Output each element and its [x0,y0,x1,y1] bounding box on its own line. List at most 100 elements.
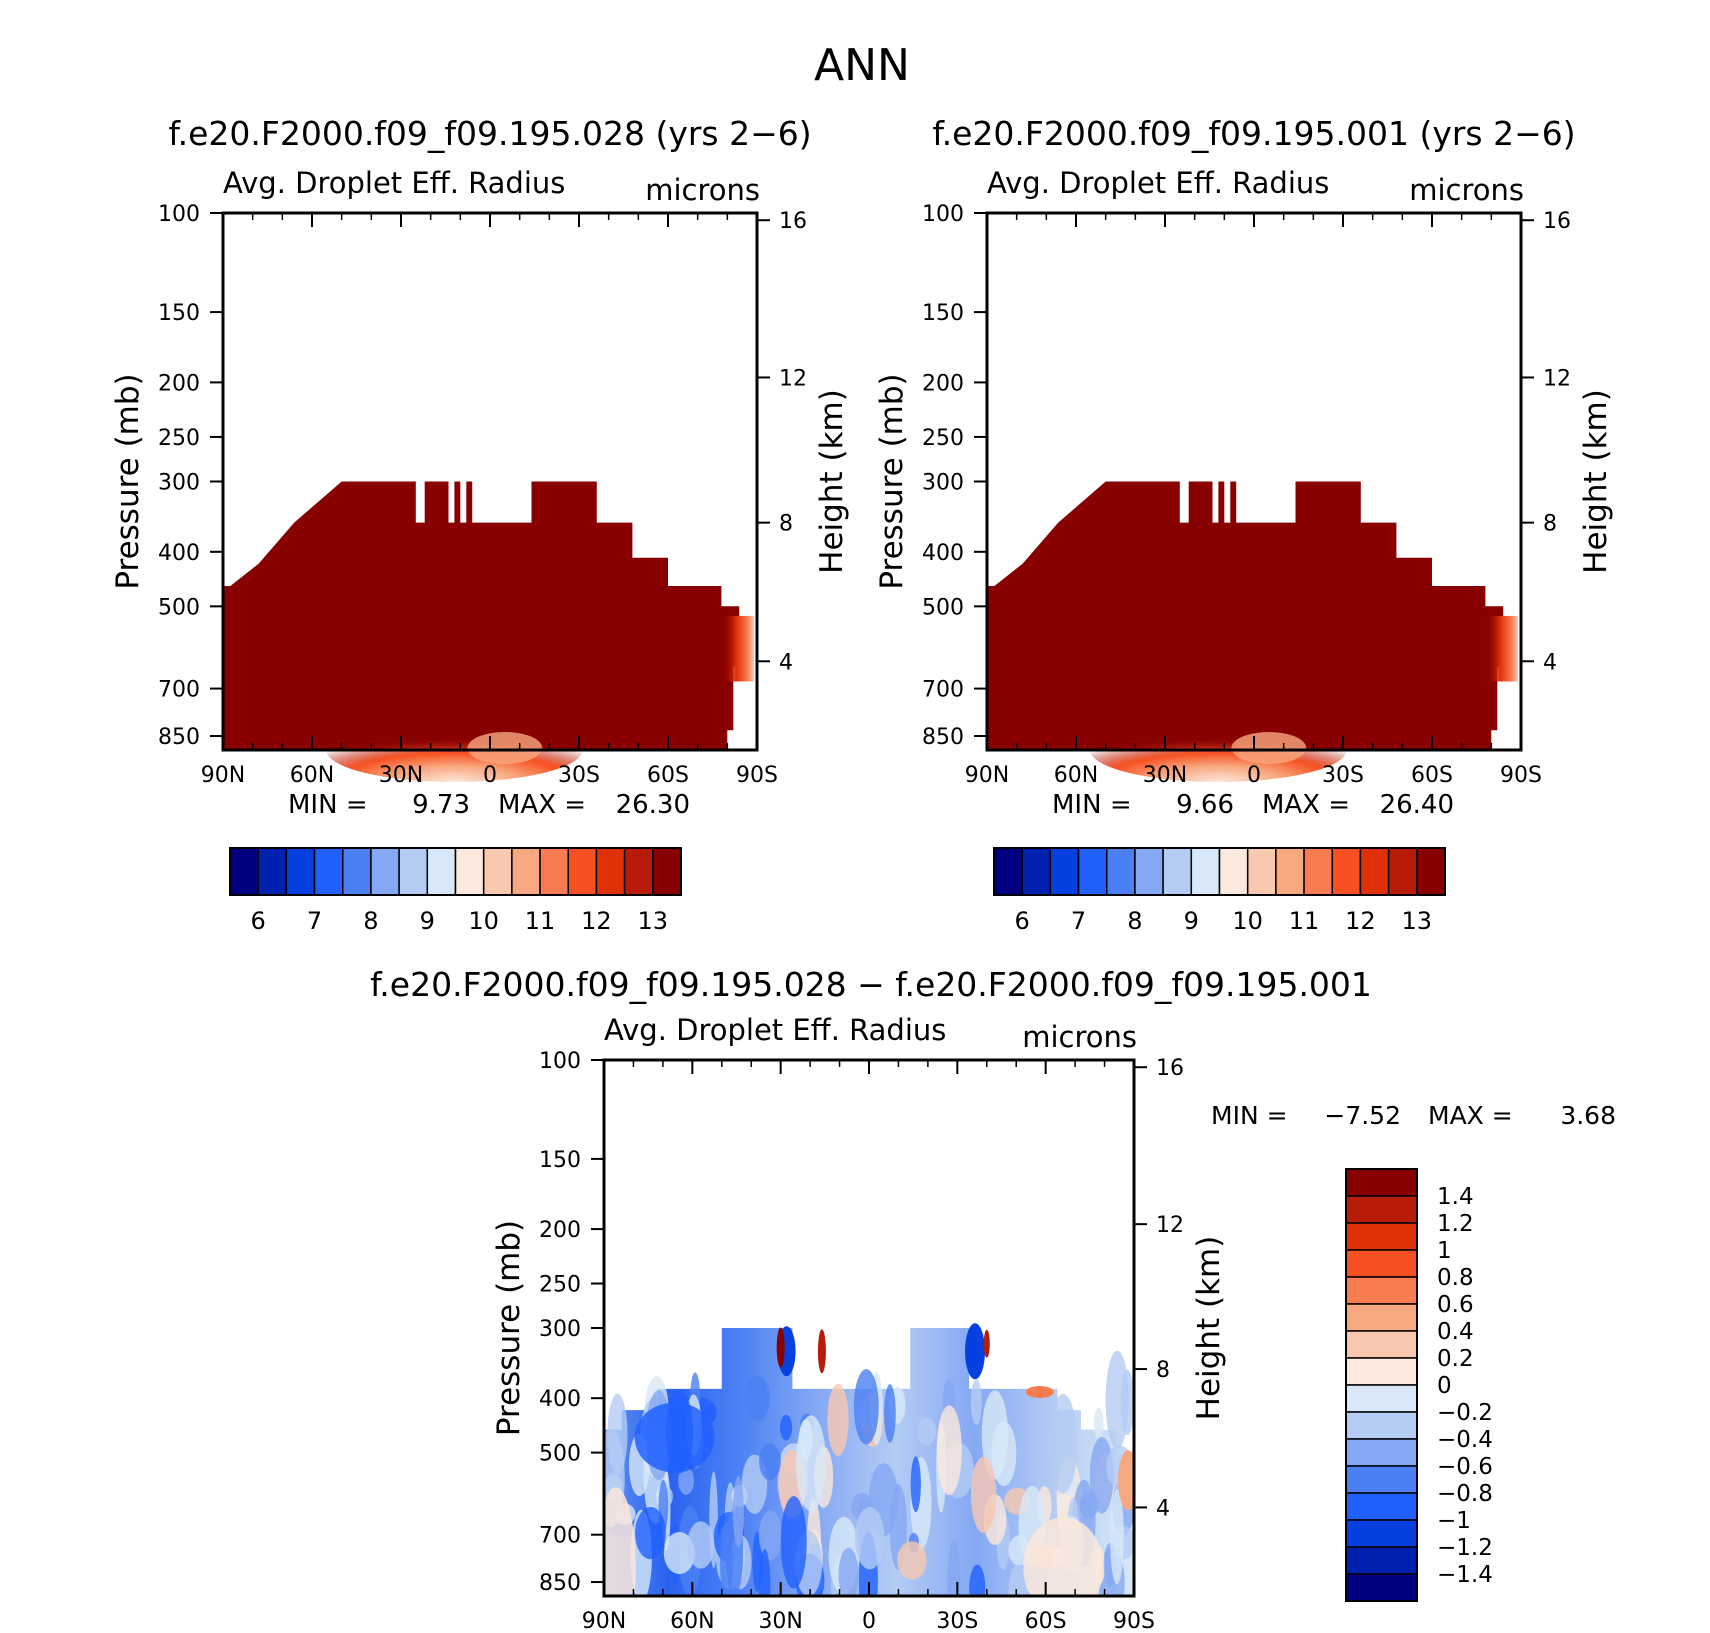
diff-patch [687,1521,715,1569]
colorbar-swatch [1190,847,1221,896]
colorbar-swatch [1345,1411,1418,1440]
y-tick-label: 400 [158,541,200,566]
y-tick-label: 150 [158,301,200,326]
colorbar-swatch [1345,1546,1418,1575]
y-tick-label: 100 [539,1049,581,1074]
diff-patch [1105,1350,1129,1449]
colorbar-swatch [567,847,598,896]
diff-field [604,1323,1134,1596]
diff-patch [838,1547,859,1596]
chart-title: f.e20.F2000.f09_f09.195.028 − f.e20.F200… [370,965,1372,1004]
diff-patch [1093,1407,1104,1440]
contour-fill-pole [1485,615,1518,682]
colorbar-label: 10 [468,907,499,935]
colorbar-swatch [1345,1303,1418,1332]
colorbar-label: 11 [525,907,556,935]
x-tick-label: 0 [1247,763,1261,788]
chart-title: f.e20.F2000.f09_f09.195.028 (yrs 2−6) [168,114,811,153]
y-tick-label: 300 [922,471,964,496]
colorbar-swatch [285,847,316,896]
colorbar-label: 7 [1071,907,1086,935]
diff-patch-positive [983,1329,990,1358]
diff-patch [758,1510,782,1561]
min-label: MIN = [1052,790,1132,820]
contour-fill-high [223,481,740,750]
colorbar-swatch [1416,847,1446,896]
colorbar-swatch [623,847,654,896]
x-tick-label: 90N [201,763,245,788]
y-axis-label: Pressure (mb) [491,1220,527,1436]
y-tick-label: 850 [539,1571,581,1596]
diff-patch [910,1456,921,1513]
colorbar-swatch [595,847,626,896]
diff-patch [1089,1437,1114,1514]
diff-patch-positive [817,1329,826,1374]
colorbar-swatch [1077,847,1108,896]
colorbar-swatch [1345,1465,1418,1494]
diff-patch [732,1476,744,1548]
y-right-tick-label: 4 [1156,1496,1170,1521]
diff-patch [780,1496,807,1589]
y-right-tick-label: 16 [1543,209,1571,234]
y-tick-label: 400 [922,541,964,566]
colorbar-label: −0.2 [1437,1400,1493,1426]
colorbar-label: 0.2 [1437,1346,1474,1372]
y-tick-label: 850 [922,725,964,750]
colorbar-swatch [1345,1438,1418,1467]
diff-patch [758,1549,771,1596]
x-tick-label: 60S [1411,763,1453,788]
units-label: microns [1409,173,1524,207]
y-right-tick-label: 12 [779,366,807,391]
y-tick-label: 300 [158,471,200,496]
colorbar-swatch [1162,847,1193,896]
x-tick-label: 90S [736,763,778,788]
y-axis-right-label: Height (km) [1191,1236,1227,1421]
colorbar-swatch [257,847,288,896]
colorbar-swatch [370,847,400,896]
colorbar-swatch [1106,847,1136,896]
colorbar-swatch [1345,1249,1418,1278]
x-tick-label: 60S [1025,1609,1067,1633]
units-label: microns [645,173,760,207]
colorbar-swatch [1303,847,1333,896]
colorbar-swatch [1345,1168,1418,1197]
x-tick-label: 60N [670,1609,714,1633]
y-right-tick-label: 8 [779,512,793,537]
colorbar-label: −0.4 [1437,1427,1493,1453]
y-right-tick-label: 8 [1156,1358,1170,1383]
chart-title: f.e20.F2000.f09_f09.195.001 (yrs 2−6) [932,114,1575,153]
colorbar-swatch [1345,1357,1418,1386]
diff-patch [1048,1393,1078,1494]
diff-patch [635,1506,666,1560]
diff-patch [854,1506,885,1570]
max-label: MAX = [1428,1101,1513,1130]
colorbar-label: 6 [1015,907,1030,935]
y-tick-label: 700 [158,678,200,703]
y-tick-label: 250 [922,426,964,451]
plot-frame [602,1058,1136,1598]
plot-frame [985,211,1523,752]
colorbar-label: 0 [1437,1373,1452,1399]
y-tick-label: 200 [539,1218,581,1243]
y-tick-label: 250 [539,1273,581,1298]
diff-patch-positive [604,1487,636,1596]
diff-patch [1008,1564,1028,1596]
contour-fill-high [987,481,1504,750]
diff-patch [970,1456,997,1534]
colorbar-label: 7 [307,907,322,935]
diff-patch-positive [1118,1450,1134,1511]
diff-patch [884,1384,896,1443]
colorbar-swatch [1331,847,1362,896]
diff-patch [991,1421,1017,1487]
diff-patch-negative [965,1323,985,1380]
y-tick-label: 400 [539,1387,581,1412]
x-tick-label: 60S [647,763,689,788]
contour-fill-low-lat [467,732,543,764]
contour-fill-low-lat [1231,732,1307,764]
y-tick-label: 200 [922,371,964,396]
colorbar-swatch [539,847,569,896]
diff-patch [936,1405,962,1496]
y-tick-label: 250 [158,426,200,451]
y-tick-label: 100 [158,202,200,227]
